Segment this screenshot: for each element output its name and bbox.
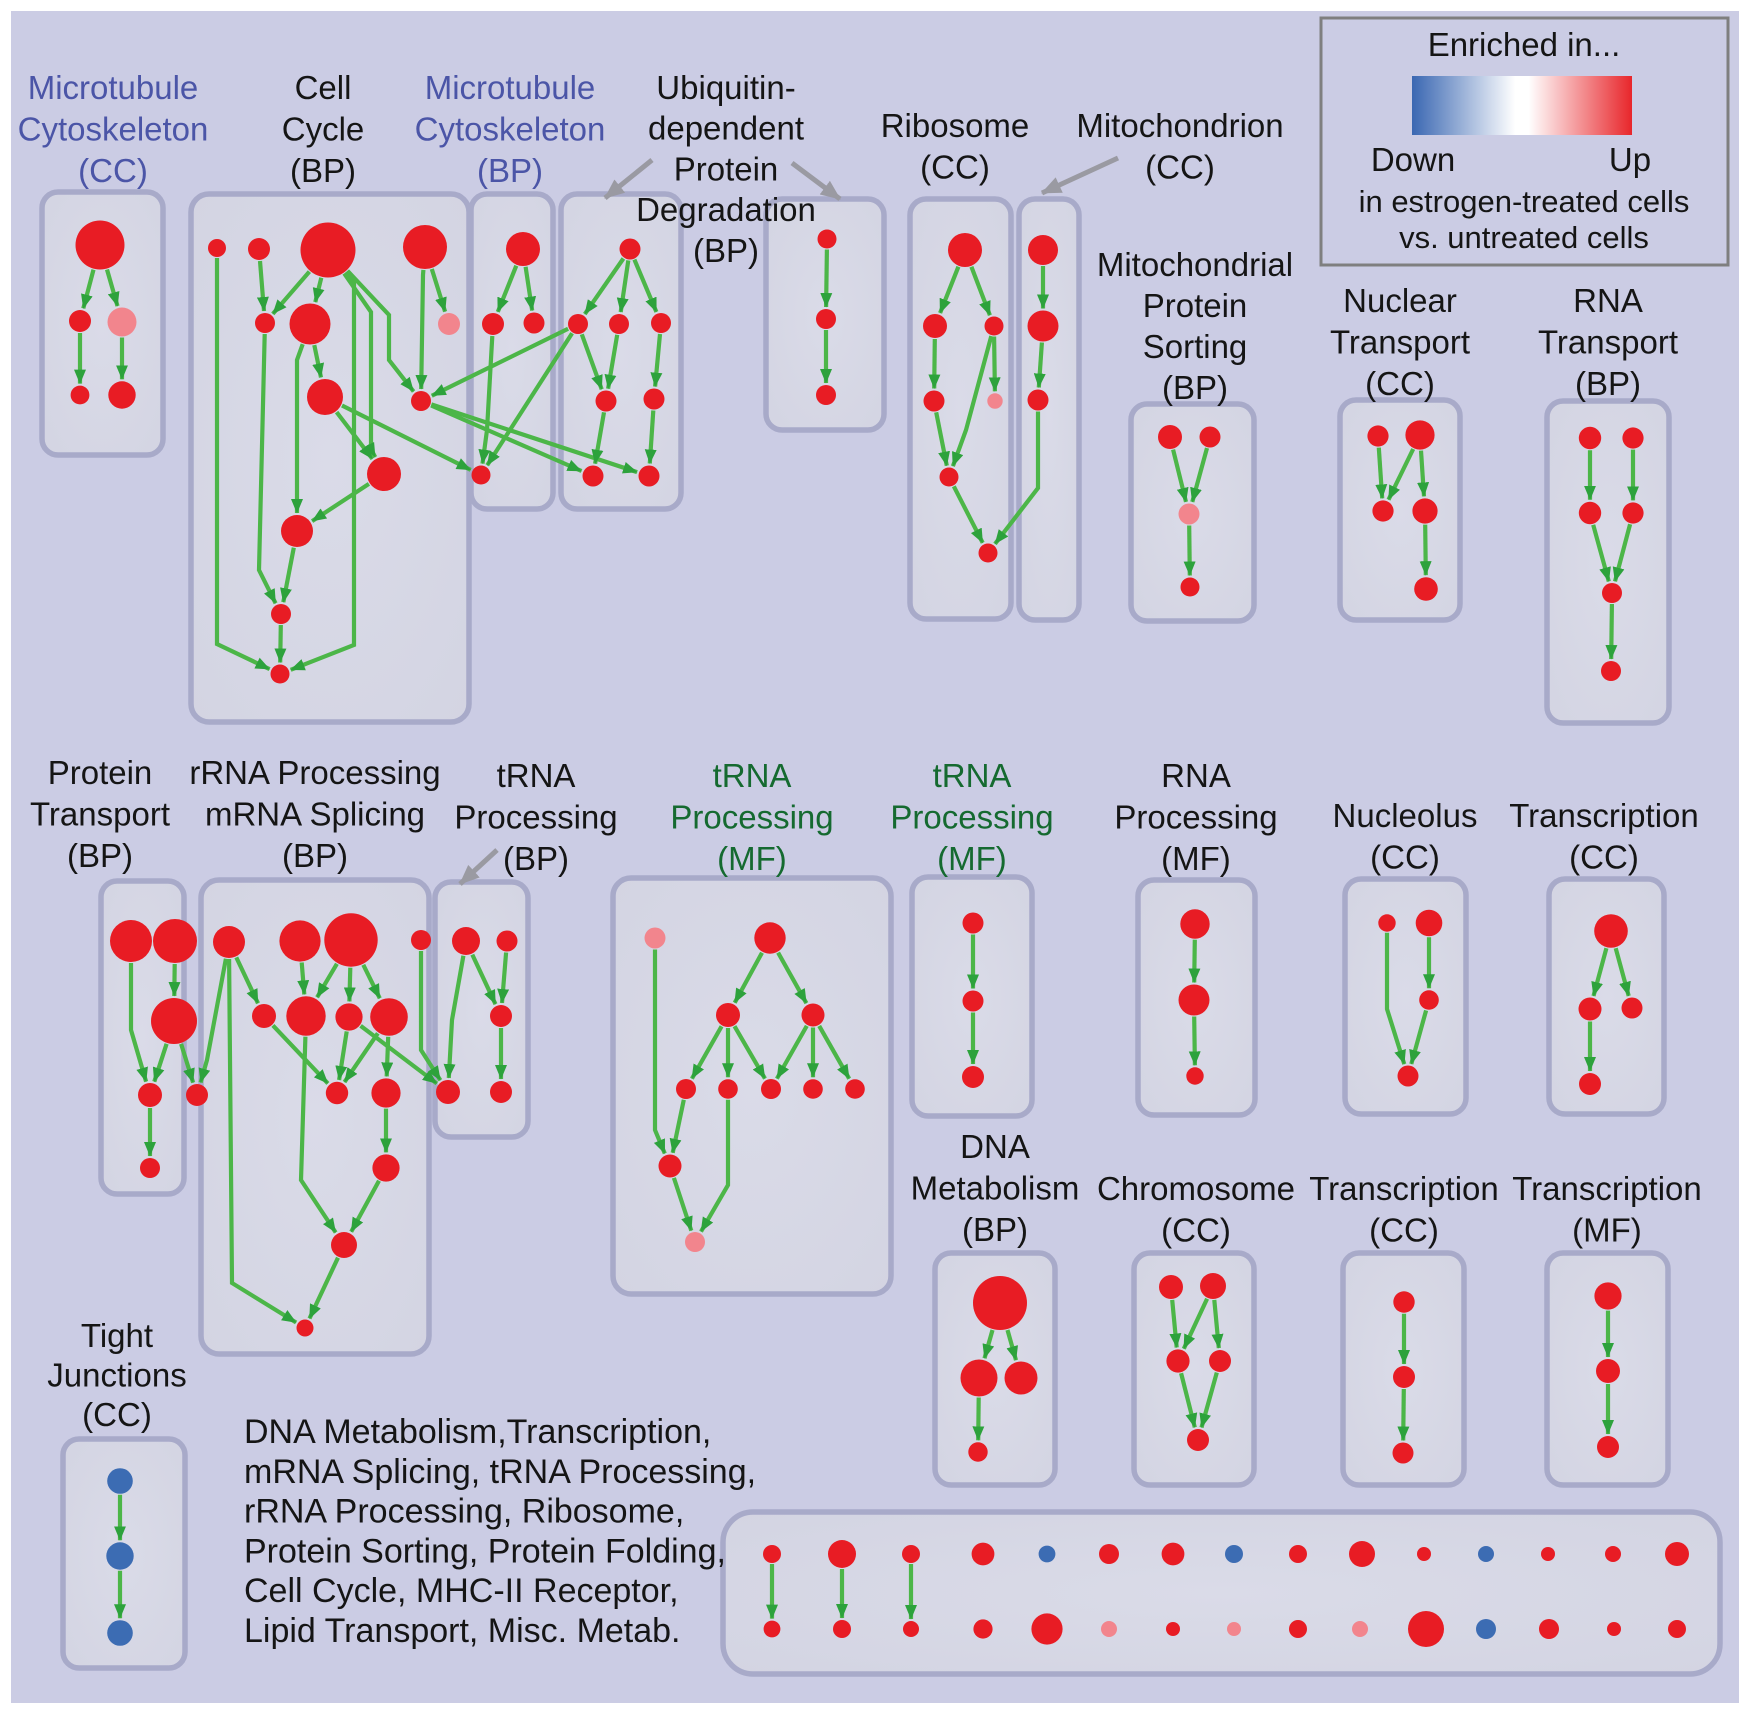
svg-text:Processing: Processing (1114, 799, 1277, 836)
svg-text:Cycle: Cycle (282, 111, 365, 148)
svg-text:(CC): (CC) (78, 152, 148, 189)
svg-text:Ribosome: Ribosome (881, 107, 1030, 144)
svg-text:Protein: Protein (48, 754, 153, 791)
svg-text:Protein: Protein (1143, 287, 1248, 324)
svg-text:(CC): (CC) (1145, 149, 1215, 186)
svg-text:(MF): (MF) (1161, 840, 1231, 877)
svg-text:(CC): (CC) (82, 1396, 152, 1433)
svg-text:(CC): (CC) (1161, 1212, 1231, 1249)
svg-text:Degradation: Degradation (636, 191, 816, 228)
svg-text:rRNA Processing, Ribosome,: rRNA Processing, Ribosome, (244, 1493, 684, 1531)
svg-text:Transport: Transport (1538, 324, 1678, 361)
svg-text:Mitochondrial: Mitochondrial (1097, 246, 1293, 283)
svg-text:(BP): (BP) (290, 152, 356, 189)
svg-text:(BP): (BP) (477, 152, 543, 189)
svg-text:mRNA Splicing, tRNA Processing: mRNA Splicing, tRNA Processing, (244, 1453, 756, 1491)
svg-text:(BP): (BP) (693, 232, 759, 269)
svg-text:Cell Cycle, MHC-II Receptor,: Cell Cycle, MHC-II Receptor, (244, 1572, 679, 1610)
svg-text:Processing: Processing (890, 799, 1053, 836)
svg-text:Transcription: Transcription (1509, 797, 1699, 834)
svg-text:Processing: Processing (670, 799, 833, 836)
svg-text:Cytoskeleton: Cytoskeleton (415, 111, 606, 148)
svg-text:Transcription: Transcription (1309, 1170, 1499, 1207)
svg-text:(BP): (BP) (1162, 369, 1228, 406)
svg-text:Chromosome: Chromosome (1097, 1170, 1295, 1207)
svg-text:Nucleolus: Nucleolus (1333, 797, 1478, 834)
svg-text:mRNA Splicing: mRNA Splicing (205, 796, 425, 833)
svg-text:in estrogen-treated cells: in estrogen-treated cells (1359, 184, 1690, 219)
svg-text:(BP): (BP) (962, 1211, 1028, 1248)
svg-text:Enriched in...: Enriched in... (1428, 26, 1621, 63)
svg-text:(CC): (CC) (1365, 365, 1435, 402)
svg-text:(BP): (BP) (67, 837, 133, 874)
svg-text:(CC): (CC) (920, 149, 990, 186)
svg-text:tRNA: tRNA (497, 757, 576, 794)
svg-text:Processing: Processing (454, 799, 617, 836)
svg-text:Up: Up (1609, 141, 1651, 178)
svg-text:(MF): (MF) (937, 840, 1007, 877)
svg-text:(CC): (CC) (1370, 839, 1440, 876)
svg-text:dependent: dependent (648, 110, 804, 147)
svg-text:Transport: Transport (1330, 324, 1470, 361)
svg-text:DNA: DNA (960, 1128, 1030, 1165)
svg-text:(BP): (BP) (282, 837, 348, 874)
svg-text:DNA Metabolism,Transcription,: DNA Metabolism,Transcription, (244, 1413, 711, 1451)
svg-text:tRNA: tRNA (933, 757, 1012, 794)
svg-text:Tight: Tight (81, 1317, 153, 1354)
svg-text:Cell: Cell (295, 69, 352, 106)
svg-text:RNA: RNA (1161, 757, 1231, 794)
svg-text:RNA: RNA (1573, 282, 1643, 319)
svg-text:Down: Down (1371, 141, 1455, 178)
svg-text:vs. untreated cells: vs. untreated cells (1399, 220, 1649, 255)
svg-text:Lipid Transport, Misc. Metab.: Lipid Transport, Misc. Metab. (244, 1612, 681, 1650)
svg-text:Metabolism: Metabolism (911, 1170, 1080, 1207)
svg-text:tRNA: tRNA (713, 757, 792, 794)
svg-text:(CC): (CC) (1569, 839, 1639, 876)
svg-text:Junctions: Junctions (47, 1357, 186, 1394)
svg-text:Ubiquitin-: Ubiquitin- (656, 69, 795, 106)
svg-text:Protein: Protein (674, 150, 779, 187)
svg-text:(MF): (MF) (717, 840, 787, 877)
svg-text:Cytoskeleton: Cytoskeleton (18, 111, 209, 148)
svg-text:rRNA Processing: rRNA Processing (189, 754, 440, 791)
svg-text:(CC): (CC) (1369, 1212, 1439, 1249)
svg-text:Mitochondrion: Mitochondrion (1076, 107, 1283, 144)
svg-text:(BP): (BP) (503, 840, 569, 877)
svg-text:(MF): (MF) (1572, 1212, 1642, 1249)
svg-text:Nuclear: Nuclear (1343, 282, 1457, 319)
svg-text:(BP): (BP) (1575, 365, 1641, 402)
svg-text:Protein Sorting, Protein Foldi: Protein Sorting, Protein Folding, (244, 1532, 726, 1570)
svg-text:Transcription: Transcription (1512, 1170, 1702, 1207)
svg-text:Microtubule: Microtubule (28, 69, 199, 106)
svg-text:Microtubule: Microtubule (425, 69, 596, 106)
svg-text:Sorting: Sorting (1143, 328, 1248, 365)
svg-text:Transport: Transport (30, 796, 170, 833)
